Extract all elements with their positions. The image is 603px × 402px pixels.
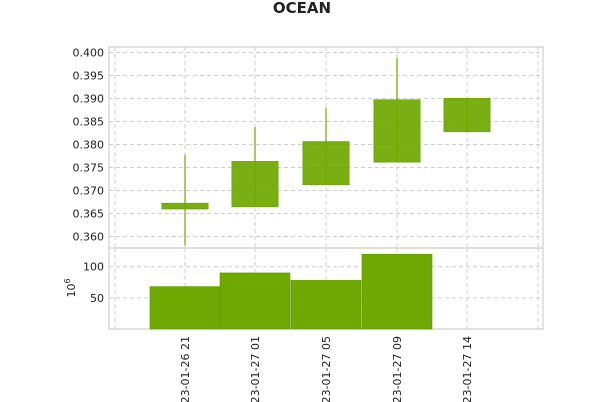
price-tick-label: 0.400 — [73, 47, 105, 60]
x-tick-label: 023-01-27 09 — [391, 336, 404, 402]
candle-body — [302, 141, 350, 186]
x-tick-label: 023-01-27 01 — [249, 336, 262, 402]
price-tick-label: 0.395 — [73, 70, 105, 83]
price-tick-label: 0.385 — [73, 116, 105, 129]
volume-y-label: 106 — [63, 278, 78, 297]
volume-bar — [290, 280, 362, 330]
x-tick-label: 023-01-27 14 — [461, 336, 474, 402]
price-tick-label: 0.370 — [73, 185, 105, 198]
price-panel: 0.360 0.365 0.370 0.375 0.380 0.385 0.390 0.395… — [73, 46, 544, 249]
x-tick-label: 023-01-26 21 — [179, 336, 192, 402]
price-tick-label: 0.380 — [73, 139, 105, 152]
candle-body — [373, 99, 421, 163]
candle-body — [161, 202, 209, 210]
chart-title: OCEAN — [273, 0, 331, 17]
candle-body — [231, 161, 279, 208]
price-tick-label: 0.375 — [73, 162, 105, 175]
candle-body — [443, 98, 491, 133]
volume-tick-label: 50 — [90, 292, 104, 305]
price-y-axis: 0.360 0.365 0.370 0.375 0.380 0.385 0.390 0.395… — [73, 47, 105, 244]
price-tick-label: 0.360 — [73, 231, 105, 244]
candles — [161, 58, 491, 246]
volume-panel: 50 100 106 — [63, 247, 544, 330]
price-tick-label: 0.390 — [73, 93, 105, 106]
volume-bar — [361, 253, 433, 330]
x-tick-label: 023-01-27 05 — [320, 336, 333, 402]
volume-y-axis: 50 100 — [83, 261, 104, 305]
x-axis: 023-01-26 21 023-01-27 01 023-01-27 05 023-… — [179, 336, 474, 402]
volume-bars — [149, 253, 433, 330]
volume-tick-label: 100 — [83, 261, 104, 274]
volume-bar — [149, 286, 221, 330]
volume-bar — [219, 272, 291, 330]
price-tick-label: 0.365 — [73, 208, 105, 221]
